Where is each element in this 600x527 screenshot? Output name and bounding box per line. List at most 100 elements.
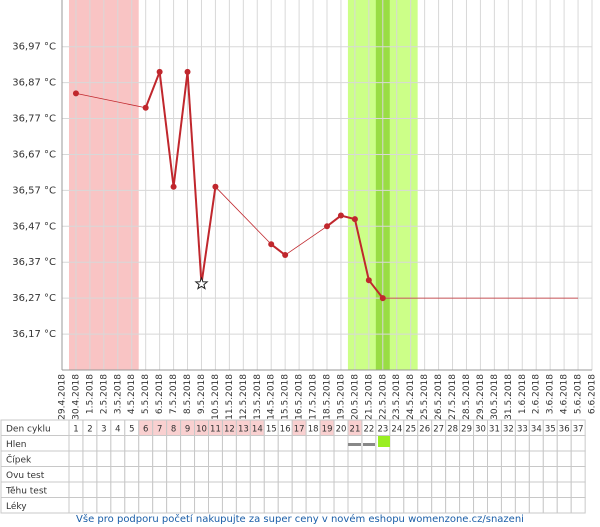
day-cell — [542, 466, 558, 483]
y-tick-label: 36,77 °C — [12, 114, 56, 125]
day-cell — [208, 466, 223, 483]
day-cell — [417, 481, 433, 498]
day-cell — [417, 450, 433, 467]
day-cell — [431, 435, 447, 452]
day-number: 4 — [115, 424, 120, 434]
day-cell — [500, 435, 516, 452]
day-cell — [82, 497, 98, 514]
day-cell — [68, 466, 84, 483]
line-segment — [284, 225, 328, 256]
day-cell — [445, 481, 461, 498]
y-tick-label: 36,97 °C — [12, 42, 56, 53]
day-cell — [180, 435, 196, 452]
day-cell — [138, 481, 154, 498]
day-cell — [82, 481, 98, 498]
line-segment — [215, 186, 272, 245]
x-tick-label: 11.5.2018 — [225, 374, 235, 420]
day-cell — [194, 481, 210, 498]
day-cell — [249, 481, 265, 498]
day-number: 13 — [238, 424, 249, 434]
day-cell — [333, 466, 349, 483]
day-number: 1 — [73, 424, 78, 434]
point — [351, 216, 358, 223]
point — [72, 90, 79, 97]
day-cell — [277, 497, 293, 514]
day-cell — [487, 481, 502, 498]
day-cell — [263, 466, 279, 483]
day-cell — [263, 497, 279, 514]
x-tick-label: 2.6.2018 — [532, 374, 542, 414]
x-tick-label: 28.5.2018 — [462, 374, 472, 420]
day-cell — [277, 481, 293, 498]
day-cell — [110, 481, 126, 498]
day-cell — [375, 450, 391, 467]
day-cell — [166, 497, 182, 514]
day-number: 18 — [308, 424, 319, 434]
day-number: 17 — [294, 424, 305, 434]
day-number: 37 — [573, 424, 584, 434]
day-cell — [263, 481, 279, 498]
point — [156, 68, 163, 75]
day-cell — [500, 466, 516, 483]
x-tick-label: 4.6.2018 — [560, 374, 570, 414]
x-tick-label: 3.6.2018 — [546, 374, 556, 414]
x-tick-label: 16.5.2018 — [295, 374, 305, 420]
day-cell — [124, 466, 140, 483]
day-cell — [124, 450, 140, 467]
day-cell — [124, 497, 140, 514]
line-segment — [353, 218, 370, 281]
y-tick-label: 36,87 °C — [12, 78, 56, 89]
day-cell — [110, 466, 126, 483]
day-cell — [375, 497, 391, 514]
x-tick-label: 29.4.2018 — [58, 374, 68, 420]
x-tick-label: 6.6.2018 — [588, 374, 598, 414]
day-cell — [487, 497, 502, 514]
day-cell — [500, 497, 516, 514]
day-cell — [124, 481, 140, 498]
day-cell — [138, 435, 154, 452]
day-number: 5 — [129, 424, 134, 434]
x-tick-label: 2.5.2018 — [99, 374, 109, 414]
day-cell — [138, 450, 154, 467]
day-cell — [556, 481, 572, 498]
line-segment — [368, 279, 384, 299]
row-label: Ovu test — [6, 471, 45, 481]
day-cell — [166, 481, 182, 498]
day-cell — [528, 450, 544, 467]
day-cell — [138, 466, 154, 483]
day-cell — [431, 450, 447, 467]
y-tick-label: 36,67 °C — [12, 149, 56, 160]
day-cell — [110, 497, 126, 514]
day-cell — [249, 497, 265, 514]
day-number: 36 — [559, 424, 570, 434]
day-cell — [347, 466, 363, 483]
day-cell — [375, 466, 391, 483]
row-label: Léky — [6, 501, 27, 512]
day-cell — [96, 435, 112, 452]
day-cell — [514, 450, 530, 467]
day-cell — [180, 466, 196, 483]
day-cell — [68, 497, 84, 514]
day-cell — [361, 497, 377, 514]
x-tick-label: 12.5.2018 — [239, 374, 249, 420]
x-tick-label: 22.5.2018 — [378, 374, 388, 420]
x-tick-label: 25.5.2018 — [420, 374, 430, 420]
y-tick-label: 36,47 °C — [12, 221, 56, 232]
hlen-mark — [348, 443, 361, 446]
point — [268, 241, 275, 248]
x-tick-label: 7.5.2018 — [169, 374, 179, 414]
day-cell — [249, 450, 265, 467]
day-cell — [347, 450, 363, 467]
day-cell — [542, 481, 558, 498]
day-cell — [500, 481, 516, 498]
day-cell — [152, 466, 168, 483]
day-number: 32 — [503, 424, 514, 434]
line-segment — [172, 71, 189, 187]
day-cell — [277, 435, 293, 452]
point — [379, 295, 386, 302]
day-cell — [417, 497, 433, 514]
hlen-mark — [363, 443, 375, 446]
day-cell — [431, 497, 447, 514]
day-cell — [277, 450, 293, 467]
